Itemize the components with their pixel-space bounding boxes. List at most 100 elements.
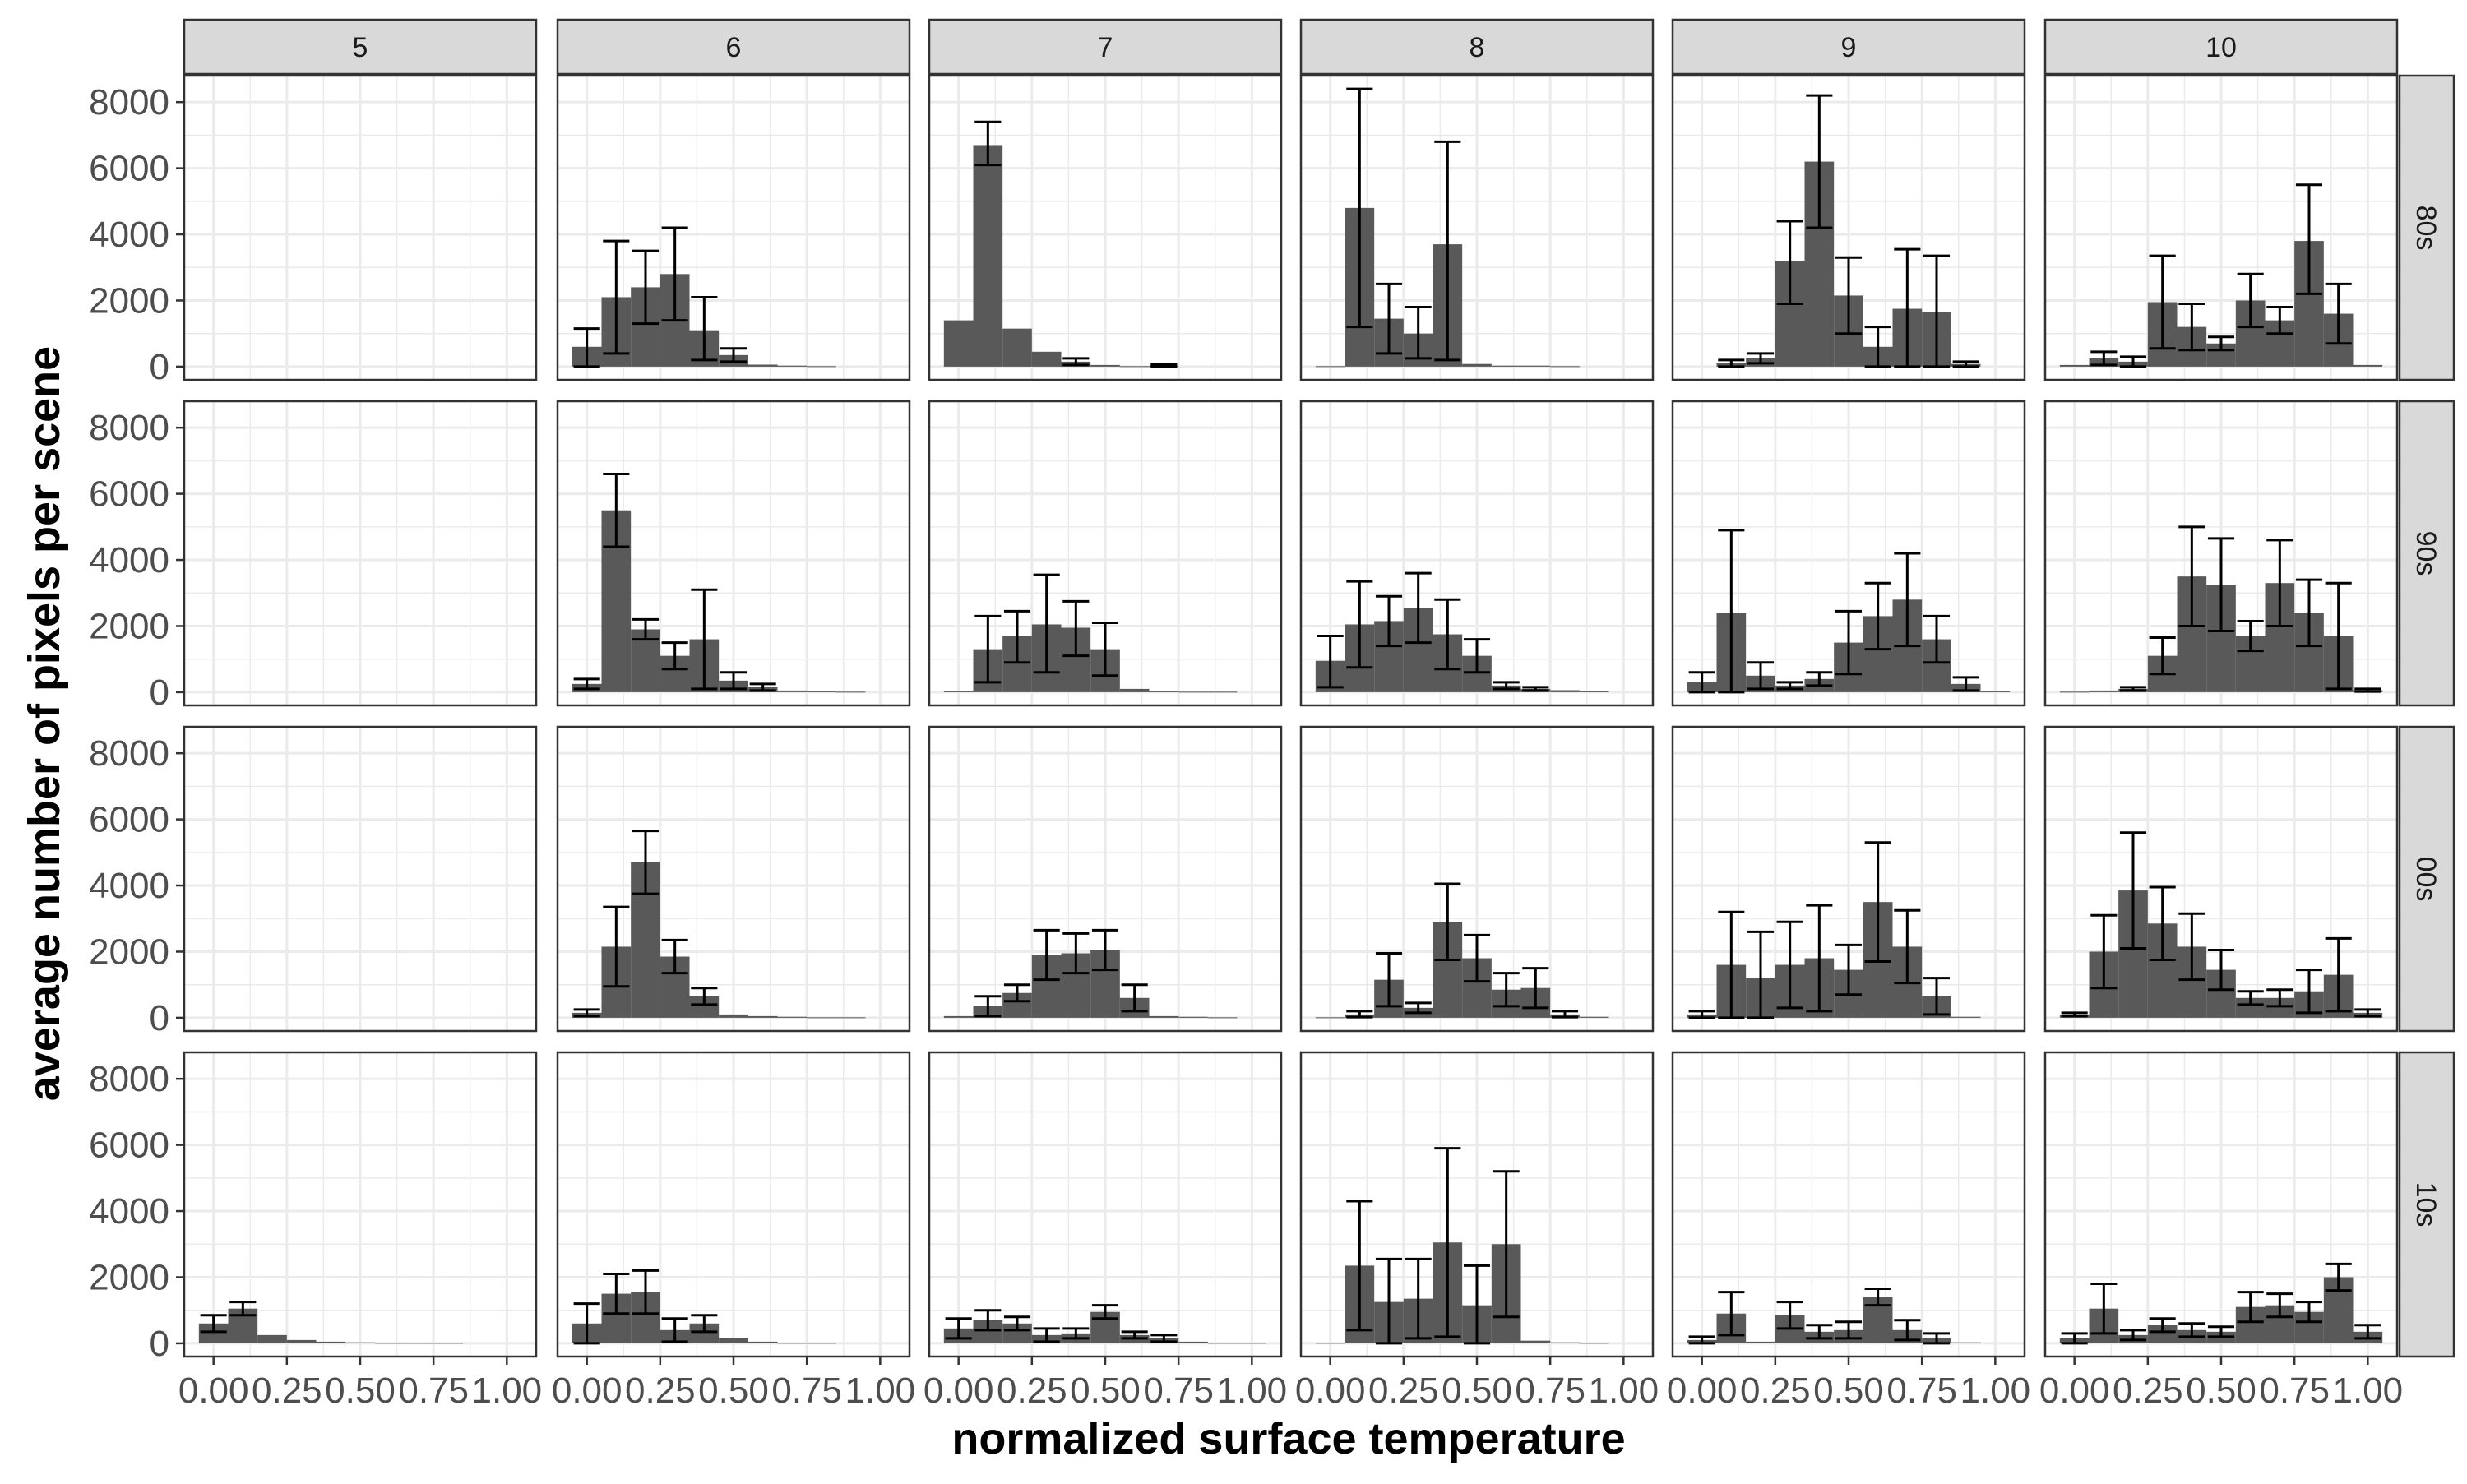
error-bar	[2090, 1283, 2118, 1335]
x-tick-label: 0.75	[771, 1371, 842, 1411]
strip-row-10s: 10s	[2398, 1051, 2455, 1358]
x-tick-label: 0.00	[2039, 1371, 2110, 1411]
error-bar	[1806, 671, 1833, 687]
error-bar	[1121, 983, 1148, 1013]
error-bar	[1434, 1147, 1461, 1338]
error-bar	[1434, 598, 1461, 671]
histogram-bar	[1119, 688, 1150, 692]
x-tick-label: 0.50	[1442, 1371, 1512, 1411]
y-tick-label: 8000	[89, 733, 169, 774]
histogram-bar	[719, 1014, 748, 1018]
error-bar	[1688, 671, 1715, 694]
strip-col-8: 8	[1299, 18, 1655, 76]
error-bar	[1551, 1010, 1579, 1019]
error-bar	[573, 1008, 600, 1018]
panel-border	[2043, 74, 2399, 381]
error-bar	[1091, 621, 1119, 677]
error-bar	[1346, 1200, 1373, 1332]
histogram-bar	[943, 1015, 974, 1018]
x-tick-label: 0.50	[1070, 1371, 1141, 1411]
strip-label: 9	[1841, 32, 1857, 63]
error-bar	[2325, 282, 2352, 345]
histogram-bar	[1491, 365, 1521, 367]
histogram-bar	[2059, 691, 2090, 693]
error-bar	[1091, 1304, 1119, 1320]
error-bar	[1405, 571, 1432, 645]
panel-border	[1671, 725, 2026, 1033]
error-bar	[632, 1269, 660, 1315]
error-bar	[974, 614, 1002, 684]
x-tick-label: 1.00	[1960, 1371, 2031, 1411]
y-tick-label: 4000	[89, 540, 169, 580]
histogram-bar	[1178, 1016, 1208, 1018]
error-bar	[603, 472, 630, 548]
error-bar	[1688, 1335, 1715, 1345]
error-bar	[2119, 1329, 2147, 1342]
error-bar	[1463, 933, 1491, 983]
error-bar	[2061, 1332, 2088, 1345]
error-bar	[2119, 686, 2147, 692]
strip-label: 8	[1470, 32, 1485, 63]
panel-90s-8	[1299, 400, 1655, 707]
error-bar	[1894, 552, 1921, 648]
error-bar	[1033, 573, 1060, 674]
strip-label: 10s	[2410, 1182, 2442, 1227]
histogram-bar	[1550, 690, 1580, 692]
row-strips: 80s 90s 00s 10s	[2398, 74, 2455, 1358]
panel-border	[928, 74, 1283, 381]
histogram-bar	[1178, 691, 1208, 693]
error-bar	[1776, 220, 1803, 305]
error-bar	[661, 641, 688, 671]
error-bar	[1003, 609, 1031, 664]
x-tick-label: 0.50	[2186, 1371, 2256, 1411]
strip-background	[2398, 400, 2455, 707]
error-bar	[1434, 140, 1461, 362]
histogram-bar	[943, 691, 974, 692]
histogram-bar	[777, 365, 808, 367]
panel-gridlines	[184, 401, 536, 705]
histogram-bar	[2353, 364, 2383, 367]
panel-80s-6	[556, 74, 911, 381]
panel-80s-5	[183, 74, 538, 381]
error-bar	[1405, 1257, 1432, 1340]
x-tick-label: 0.50	[325, 1371, 396, 1411]
error-bar	[229, 1301, 257, 1317]
panel-00s-5	[183, 725, 538, 1033]
histogram-bar	[748, 1015, 778, 1018]
error-bar	[1923, 977, 1951, 1016]
error-bar	[1003, 1315, 1031, 1332]
error-bar	[1062, 932, 1090, 975]
y-tick-label: 6000	[89, 800, 169, 840]
x-tick-label: 0.75	[398, 1371, 469, 1411]
error-bar	[691, 1314, 718, 1334]
panel-border	[1299, 400, 1655, 707]
error-bar	[749, 682, 776, 692]
error-bar	[2354, 1324, 2381, 1340]
x-tick-label: 0.00	[1667, 1371, 1738, 1411]
x-tick-label: 0.50	[698, 1371, 769, 1411]
strip-background	[928, 18, 1283, 76]
panel-border	[1299, 74, 1655, 381]
histogram-bar	[777, 690, 808, 692]
panel-10s-6	[556, 1051, 911, 1358]
error-bar	[1121, 1330, 1148, 1340]
error-bar	[1835, 256, 1863, 335]
error-bar	[945, 1317, 972, 1340]
panel-10s-7	[928, 1051, 1283, 1358]
histogram-bar	[748, 364, 778, 367]
error-bar	[2178, 525, 2205, 627]
x-tick-label: 0.25	[2113, 1371, 2183, 1411]
panel-00s-7	[928, 725, 1283, 1033]
y-tick-label: 0	[150, 1324, 169, 1364]
panel-90s-6	[556, 400, 911, 707]
x-tick-label: 0.25	[997, 1371, 1067, 1411]
error-bar	[2325, 1262, 2352, 1292]
panel-80s-8	[1299, 74, 1655, 381]
error-bar	[1375, 282, 1403, 355]
error-bar	[2237, 619, 2264, 653]
error-bar	[2149, 1317, 2176, 1334]
panel-border	[928, 725, 1283, 1033]
histogram-bar	[1462, 363, 1492, 367]
y-tick-label: 8000	[89, 408, 169, 448]
error-bar	[2149, 254, 2176, 350]
